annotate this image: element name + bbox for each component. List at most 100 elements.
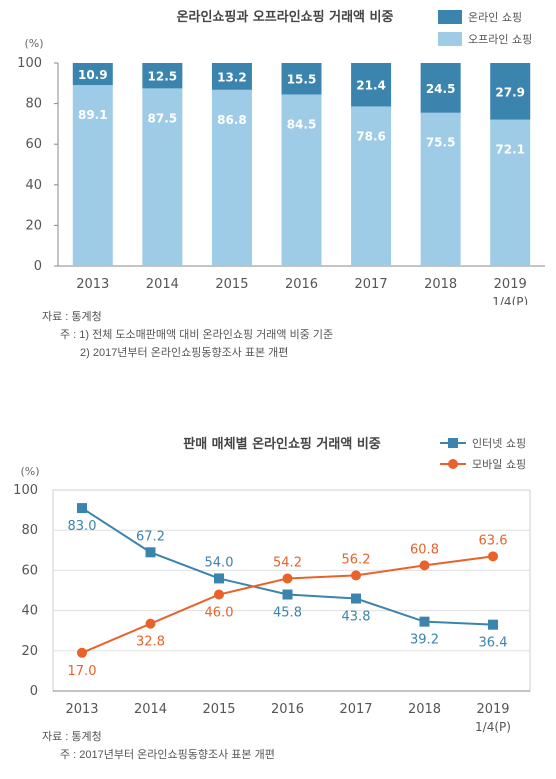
chart1-bar-segment xyxy=(72,63,113,86)
chart1-data-label: 15.5 xyxy=(287,73,317,87)
chart2-legend-label: 모바일 쇼핑 xyxy=(472,457,526,471)
chart1-x-tick-label: 2018 xyxy=(424,277,457,292)
chart2-data-label: 45.8 xyxy=(273,606,302,621)
chart1-bar-segment xyxy=(490,63,531,120)
chart2-point xyxy=(351,593,361,604)
chart1-notes: 자료 : 통계청 주 : 1) 전체 도소매판매액 대비 온라인쇼핑 거래액 비… xyxy=(42,308,333,362)
chart2-point xyxy=(282,573,293,584)
chart1-data-label: 13.2 xyxy=(217,70,247,84)
chart2-x-sublabel: 1/4(P) xyxy=(475,720,511,734)
chart1-legend-label: 오프라인 쇼핑 xyxy=(468,33,532,46)
chart1-data-label: 87.5 xyxy=(148,111,178,125)
chart2-data-label: 36.4 xyxy=(479,636,508,651)
chart2-legend-label: 인터넷 쇼핑 xyxy=(472,437,526,450)
chart1-note-2: 2) 2017년부터 온라인쇼핑동향조사 표본 개편 xyxy=(80,347,289,359)
chart1-bar-segment xyxy=(351,63,392,107)
chart2-x-tick-label: 2016 xyxy=(271,702,304,717)
chart2-title: 판매 매체별 온라인쇼핑 거래액 비중 xyxy=(183,436,381,452)
chart2-point xyxy=(77,647,87,658)
chart1-note-1: 주 : 1) 전체 도소매판매액 대비 온라인쇼핑 거래액 비중 기준 xyxy=(60,329,334,341)
chart2-point xyxy=(214,573,224,584)
chart1-data-label: 75.5 xyxy=(426,136,456,150)
chart1-y-tick-label: 20 xyxy=(25,218,42,233)
chart2-y-tick-label: 80 xyxy=(21,523,38,538)
chart2-data-label: 54.2 xyxy=(273,555,302,570)
chart2-data-label: 60.8 xyxy=(410,542,439,557)
chart1-x-tick-label: 2017 xyxy=(355,277,388,292)
chart2-y-tick-label: 0 xyxy=(30,684,38,699)
chart2-data-label: 54.0 xyxy=(205,555,234,570)
chart1-bar-segment xyxy=(281,94,322,266)
chart2-x-tick-label: 2013 xyxy=(65,702,98,717)
chart2-y-tick-label: 60 xyxy=(21,563,38,578)
chart1-y-tick-label: 40 xyxy=(25,178,42,193)
chart2-point xyxy=(145,618,156,629)
chart1-x-tick-label: 2014 xyxy=(146,277,179,292)
chart1-bar-segment xyxy=(420,112,461,266)
chart2-point xyxy=(419,560,430,571)
chart2-point xyxy=(145,547,156,558)
chart2-point xyxy=(282,589,293,600)
chart2-x-tick-label: 2019 xyxy=(476,702,509,717)
chart2-point xyxy=(214,589,224,600)
chart2-data-label: 46.0 xyxy=(205,606,234,621)
chart1-bar-segment xyxy=(142,63,183,89)
chart1-data-label: 21.4 xyxy=(356,79,386,93)
chart2-data-label: 56.2 xyxy=(342,552,371,567)
chart1-bar-segment xyxy=(211,63,252,90)
chart1-bar-segment xyxy=(420,63,461,113)
chart1-bar-segment xyxy=(281,63,322,95)
chart2-note-1: 주 : 2017년부터 온라인쇼핑동향조사 표본 개편 xyxy=(60,749,275,761)
chart1-y-tick-label: 80 xyxy=(25,97,42,112)
chart1-data-label: 24.5 xyxy=(426,82,456,96)
chart2-x-tick-label: 2017 xyxy=(339,702,372,717)
chart1-data-label: 86.8 xyxy=(217,113,247,127)
chart1-source: 자료 : 통계청 xyxy=(42,311,102,323)
chart1-x-tick-label: 2016 xyxy=(285,277,318,292)
chart2-point xyxy=(488,619,498,630)
chart1-data-label: 78.6 xyxy=(356,129,386,143)
chart2-legend-marker xyxy=(448,459,458,469)
chart1-legend-swatch xyxy=(438,32,462,46)
chart1-bar-segment xyxy=(142,88,183,266)
chart2-data-label: 83.0 xyxy=(68,519,97,534)
chart1-bar-segment xyxy=(211,89,252,267)
chart2-data-label: 67.2 xyxy=(136,529,165,544)
chart1-data-label: 27.9 xyxy=(495,85,525,99)
chart2-y-tick-label: 40 xyxy=(21,604,38,619)
chart2-data-label: 63.6 xyxy=(479,533,508,548)
chart2-data-label: 17.0 xyxy=(68,664,97,679)
chart2-x-tick-label: 2015 xyxy=(202,702,235,717)
chart2-x-tick-label: 2014 xyxy=(134,702,167,717)
chart2-x-tick-label: 2018 xyxy=(408,702,441,717)
chart1-bar-segment xyxy=(351,106,392,266)
chart1-data-label: 89.1 xyxy=(78,108,108,122)
chart1-y-tick-label: 100 xyxy=(17,56,42,71)
chart2-source: 자료 : 통계청 xyxy=(42,731,102,743)
chart1-data-label: 72.1 xyxy=(495,143,525,157)
chart1-legend-label: 온라인 쇼핑 xyxy=(468,11,522,24)
chart1-y-tick-label: 0 xyxy=(34,259,42,274)
chart2-point xyxy=(488,551,498,562)
chart1-data-label: 84.5 xyxy=(287,117,317,131)
chart1-bar-segment xyxy=(490,119,531,267)
chart2-legend-marker xyxy=(448,438,458,448)
chart1-data-label: 12.5 xyxy=(148,70,178,84)
chart2-data-label: 43.8 xyxy=(342,610,371,625)
chart2-data-label: 39.2 xyxy=(410,633,439,648)
chart1-y-tick-label: 60 xyxy=(25,137,42,152)
chart2-data-label: 32.8 xyxy=(136,635,165,650)
chart1-unit-label: (%) xyxy=(24,37,43,50)
chart2-y-tick-label: 100 xyxy=(13,483,38,498)
chart1-data-label: 10.9 xyxy=(78,68,108,82)
chart2-point xyxy=(77,503,87,514)
chart1-bar-segment xyxy=(72,85,113,266)
chart1-legend-swatch xyxy=(438,10,462,24)
chart2-notes: 자료 : 통계청 주 : 2017년부터 온라인쇼핑동향조사 표본 개편 xyxy=(42,728,275,764)
chart2-point xyxy=(419,616,430,627)
chart1-x-sublabel: 1/4(P) xyxy=(492,295,528,305)
chart2-y-tick-label: 20 xyxy=(21,644,38,659)
chart1-x-tick-label: 2015 xyxy=(215,277,248,292)
